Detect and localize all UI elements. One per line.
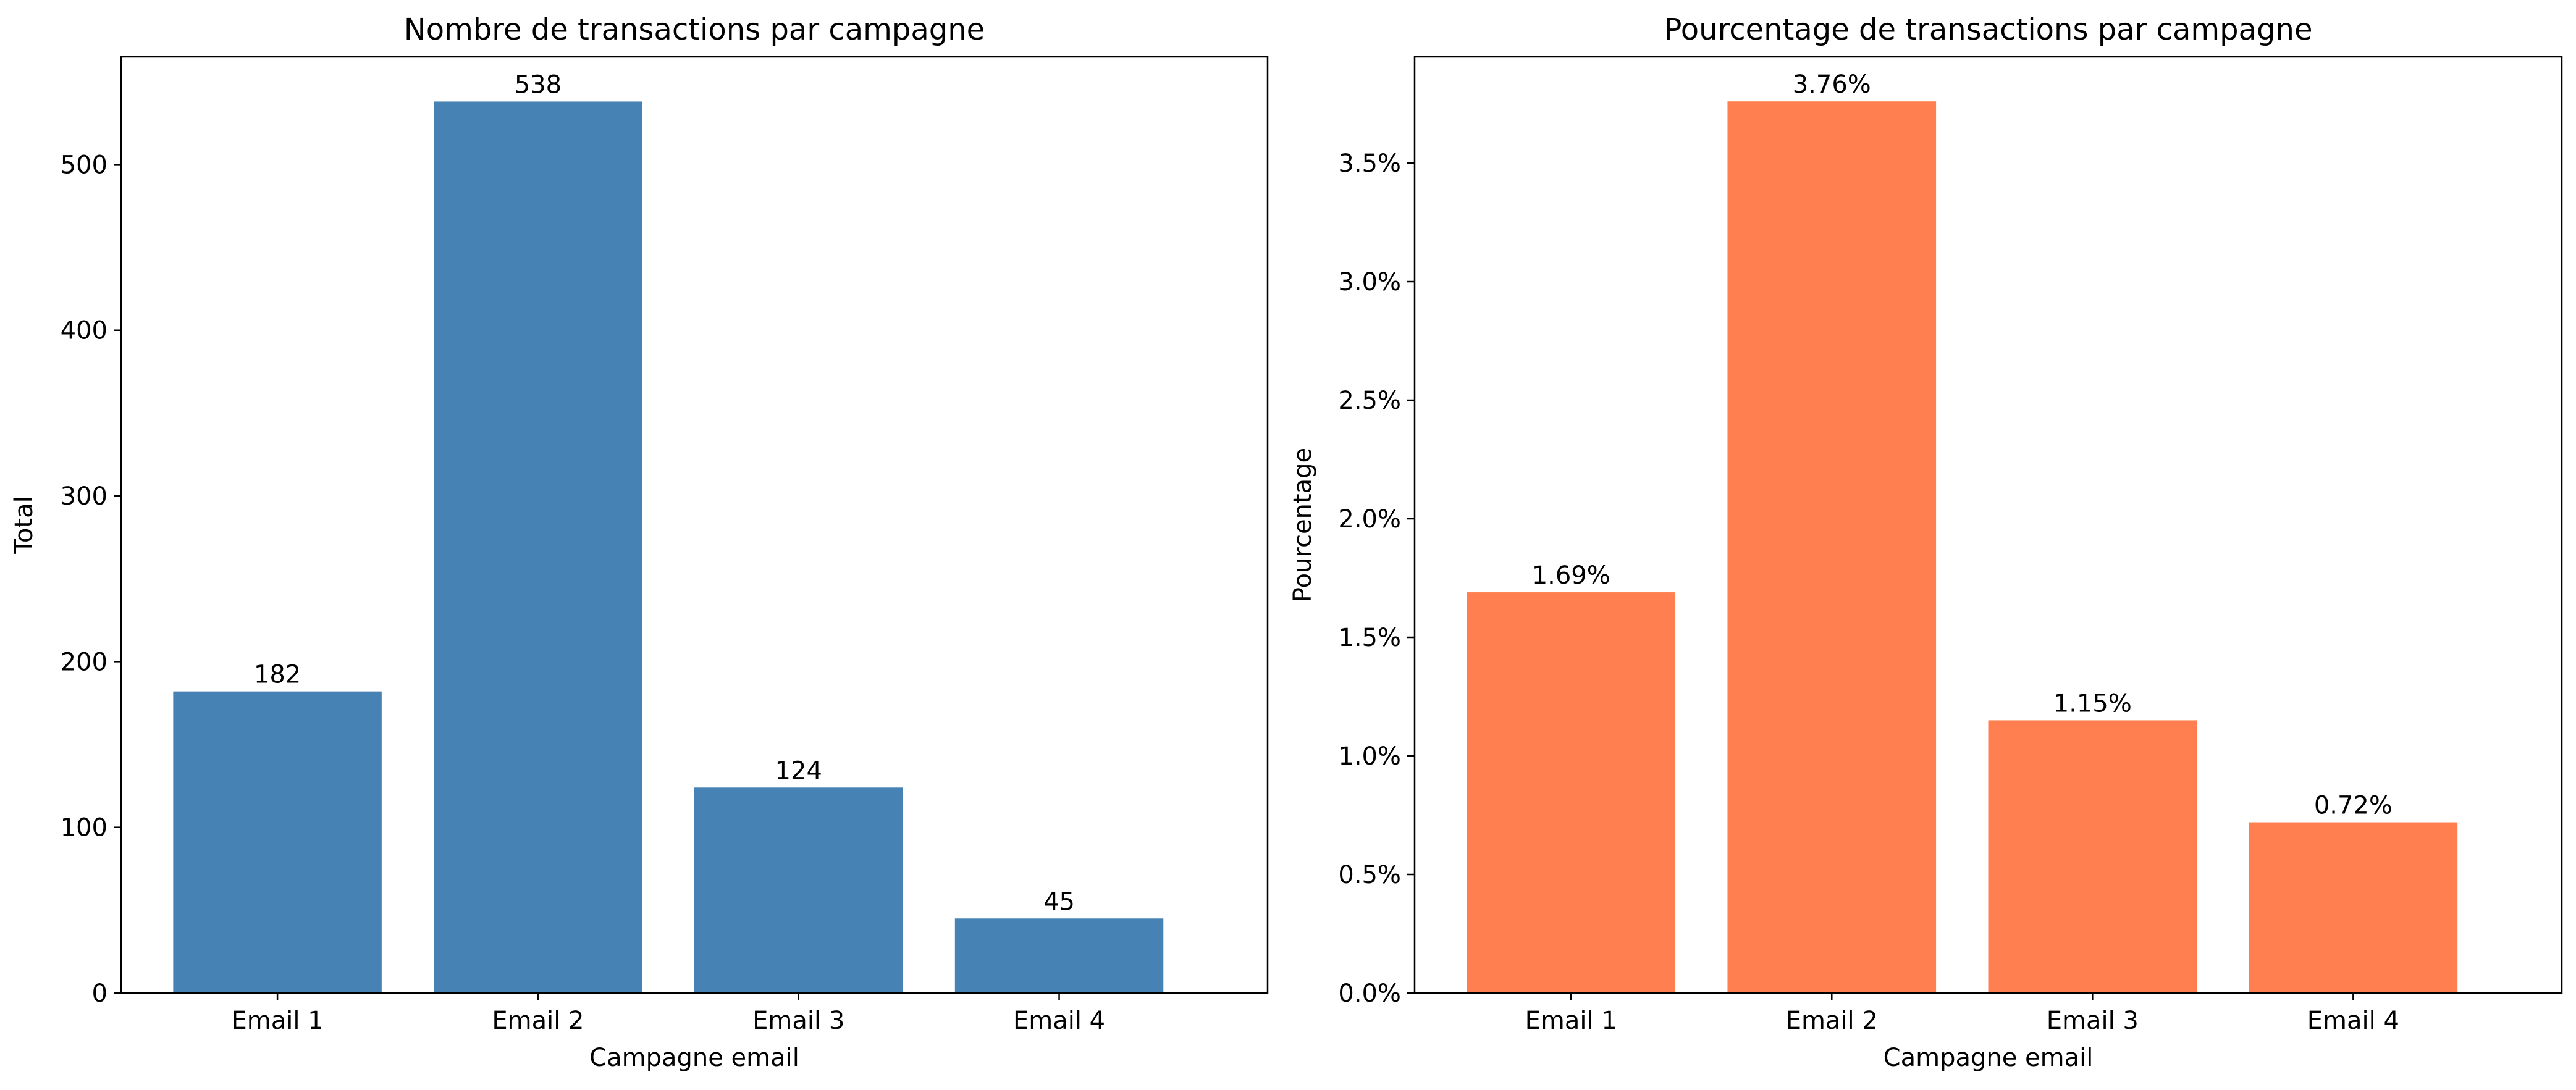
chart-panel-count: 182 538 124 45 Email 1 Email 2 Email 3 Email 4 0… (10, 12, 1269, 1072)
data-label-1: 1.69% (1532, 561, 1610, 590)
bar-2 (1727, 101, 1937, 994)
data-label-4: 45 (1043, 887, 1075, 916)
y-tick-label-3: 200 (61, 648, 107, 676)
y-tick-label-8: 3.5% (1338, 149, 1401, 178)
y-tick-label-3: 1.0% (1338, 742, 1401, 771)
data-label-1: 182 (254, 661, 301, 689)
x-tick-label-1: Email 1 (1525, 1007, 1617, 1035)
y-tick-label-4: 300 (61, 482, 107, 511)
chart-title: Nombre de transactions par campagne (404, 12, 985, 47)
y-tick-label-5: 2.0% (1338, 505, 1401, 534)
y-axis-label: Total (10, 496, 38, 554)
bar-1 (173, 691, 382, 993)
x-tick-label-2: Email 2 (1786, 1007, 1878, 1035)
bar-4 (2249, 822, 2458, 993)
y-axis-label: Pourcentage (1289, 448, 1317, 602)
x-axis-label: Campagne email (1884, 1044, 2094, 1072)
y-tick-label-7: 3.0% (1338, 268, 1401, 296)
x-tick-label-3: Email 3 (2047, 1007, 2139, 1035)
y-tick-label-5: 400 (61, 317, 107, 345)
data-label-2: 3.76% (1793, 70, 1871, 99)
x-tick-label-4: Email 4 (2307, 1007, 2399, 1035)
plot-frame (1413, 56, 2563, 994)
chart-panel-percentage: 1.69% 3.76% 1.15% 0.72% Email 1 Email 2 Email … (1289, 12, 2563, 1072)
y-tick-label-1: 0 (92, 979, 107, 1008)
x-tick-label-1: Email 1 (232, 1007, 324, 1035)
data-label-3: 1.15% (2053, 689, 2132, 718)
y-tick-label-6: 2.5% (1338, 387, 1401, 415)
x-tick-label-2: Email 2 (492, 1007, 584, 1035)
data-label-2: 538 (515, 70, 562, 99)
x-axis-label: Campagne email (589, 1044, 799, 1072)
bar-1 (1467, 592, 1676, 993)
bar-4 (954, 918, 1164, 993)
chart-title: Pourcentage de transactions par campagne (1664, 12, 2313, 47)
y-tick-label-2: 0.5% (1338, 861, 1401, 889)
x-tick-label-3: Email 3 (752, 1007, 844, 1035)
y-tick-label-2: 100 (61, 814, 107, 842)
bar-3 (1988, 720, 2197, 993)
y-tick-label-4: 1.5% (1338, 624, 1401, 652)
plot-frame (120, 56, 1269, 994)
bar-2 (434, 101, 642, 993)
data-label-3: 124 (775, 757, 822, 785)
y-tick-label-6: 500 (61, 151, 107, 179)
x-tick-label-4: Email 4 (1013, 1007, 1105, 1035)
data-label-4: 0.72% (2314, 792, 2393, 820)
y-tick-label-1: 0.0% (1338, 979, 1401, 1008)
bar-3 (694, 787, 903, 993)
